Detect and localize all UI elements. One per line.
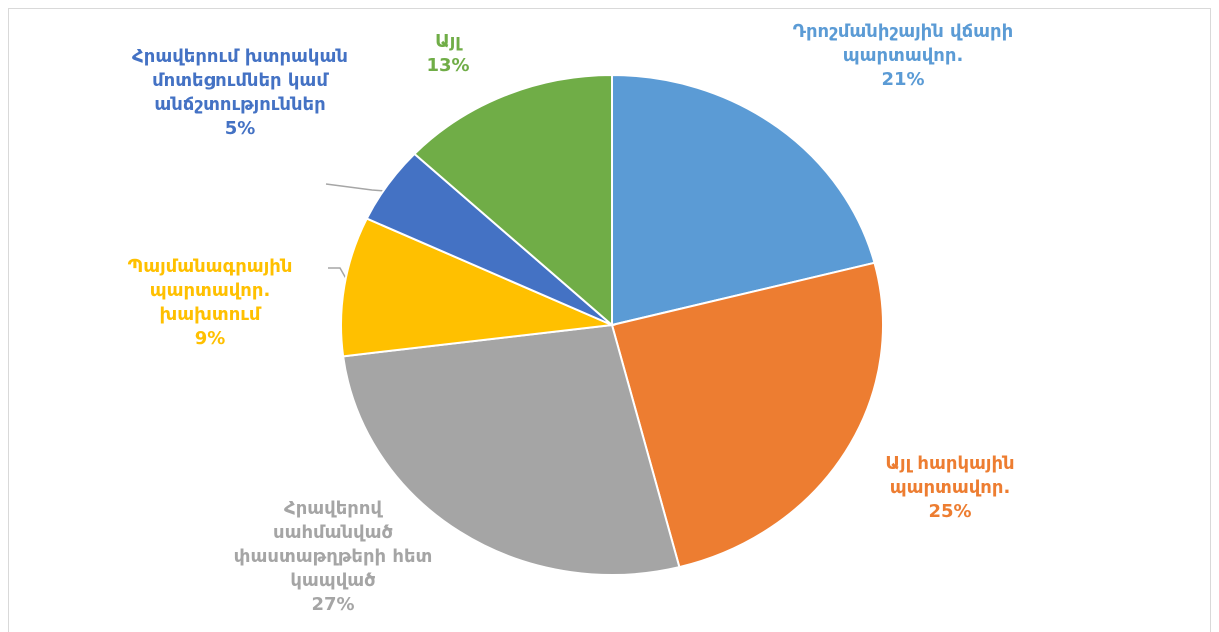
- value-label: 5%: [224, 118, 256, 139]
- pie-slice: [340, 217, 616, 358]
- category-label: Հրավերով սահմանված փաստաթղթերի հետ կապվա…: [233, 498, 433, 591]
- leader-line: [325, 183, 387, 192]
- data-label: Դրոշմանիշային վճարի պարտավոր. 21%: [791, 20, 1016, 92]
- data-label: Այլ 13%: [413, 30, 483, 78]
- value-label: 25%: [928, 501, 972, 522]
- data-label: Հրավերում խտրական մոտեցումներ կամ անճշտո…: [115, 45, 365, 141]
- value-label: 9%: [194, 328, 226, 349]
- pie-slice: [412, 73, 613, 328]
- data-label: Հրավերով սահմանված փաստաթղթերի հետ կապվա…: [228, 497, 438, 617]
- value-label: 27%: [311, 594, 355, 615]
- chart-frame: [8, 8, 1211, 632]
- category-label: Պայմանագրային պարտավոր. խախտում: [127, 256, 293, 325]
- category-label: Այլ հարկային պարտավոր.: [885, 453, 1015, 498]
- value-label: 13%: [426, 55, 470, 76]
- data-label: Այլ հարկային պարտավոր. 25%: [855, 452, 1045, 524]
- category-label: Հրավերում խտրական մոտեցումներ կամ անճշտո…: [132, 46, 348, 115]
- pie-slice: [342, 323, 681, 576]
- pie-slice: [610, 261, 884, 569]
- category-label: Դրոշմանիշային վճարի պարտավոր.: [792, 21, 1014, 66]
- pie-slice: [611, 73, 876, 327]
- data-label: Պայմանագրային պարտավոր. խախտում 9%: [120, 255, 300, 351]
- value-label: 21%: [881, 69, 925, 90]
- category-label: Այլ: [435, 31, 461, 52]
